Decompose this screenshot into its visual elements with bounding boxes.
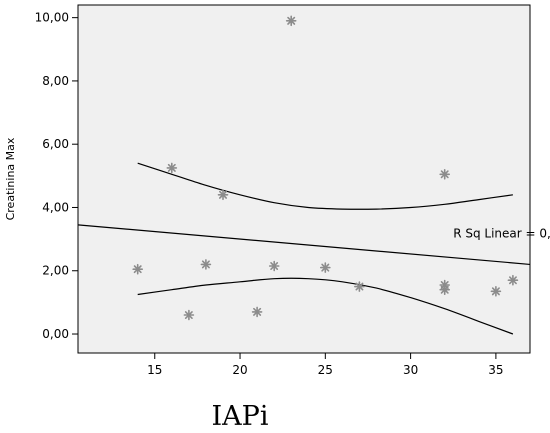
data-point: [183, 309, 195, 321]
y-tick-label: 2,00: [42, 264, 69, 278]
upper-confidence-curve: [137, 162, 513, 210]
y-axis: 0,00 2,00 4,00 6,00 8,00 10,00: [35, 11, 78, 341]
data-point: [439, 284, 451, 296]
data-point: [166, 162, 178, 174]
x-tick-label: 25: [318, 363, 333, 377]
data-point: [132, 263, 143, 275]
x-tick-label: 15: [147, 363, 162, 377]
x-tick-label: 20: [232, 363, 247, 377]
y-tick-label: 10,00: [35, 11, 69, 25]
data-point: [354, 281, 365, 292]
regression-line: [77, 224, 531, 266]
lower-confidence-curve: [137, 277, 514, 335]
data-point: [507, 274, 519, 286]
y-tick-label: 6,00: [42, 137, 69, 151]
plot-area: [77, 4, 531, 354]
x-axis: 15 20 25 30 35: [147, 353, 504, 377]
x-tick-label: 35: [488, 363, 503, 377]
data-point: [319, 262, 331, 273]
data-point: [217, 189, 229, 201]
fit-lines: [77, 162, 531, 335]
y-tick-label: 8,00: [42, 74, 69, 88]
data-point: [200, 259, 212, 270]
y-tick-label: 0,00: [42, 327, 69, 341]
data-point: [268, 260, 280, 272]
y-axis-title: Creatinina Max: [4, 137, 17, 220]
x-tick-label: 30: [403, 363, 418, 377]
r-squared-annotation: R Sq Linear = 0,023: [453, 227, 550, 241]
data-point: [490, 285, 502, 297]
data-point: [439, 169, 451, 180]
data-points: [132, 15, 519, 321]
data-point: [251, 306, 263, 318]
x-axis-title: IAPi: [212, 401, 269, 432]
data-point: [285, 15, 297, 27]
y-tick-label: 4,00: [42, 200, 69, 214]
